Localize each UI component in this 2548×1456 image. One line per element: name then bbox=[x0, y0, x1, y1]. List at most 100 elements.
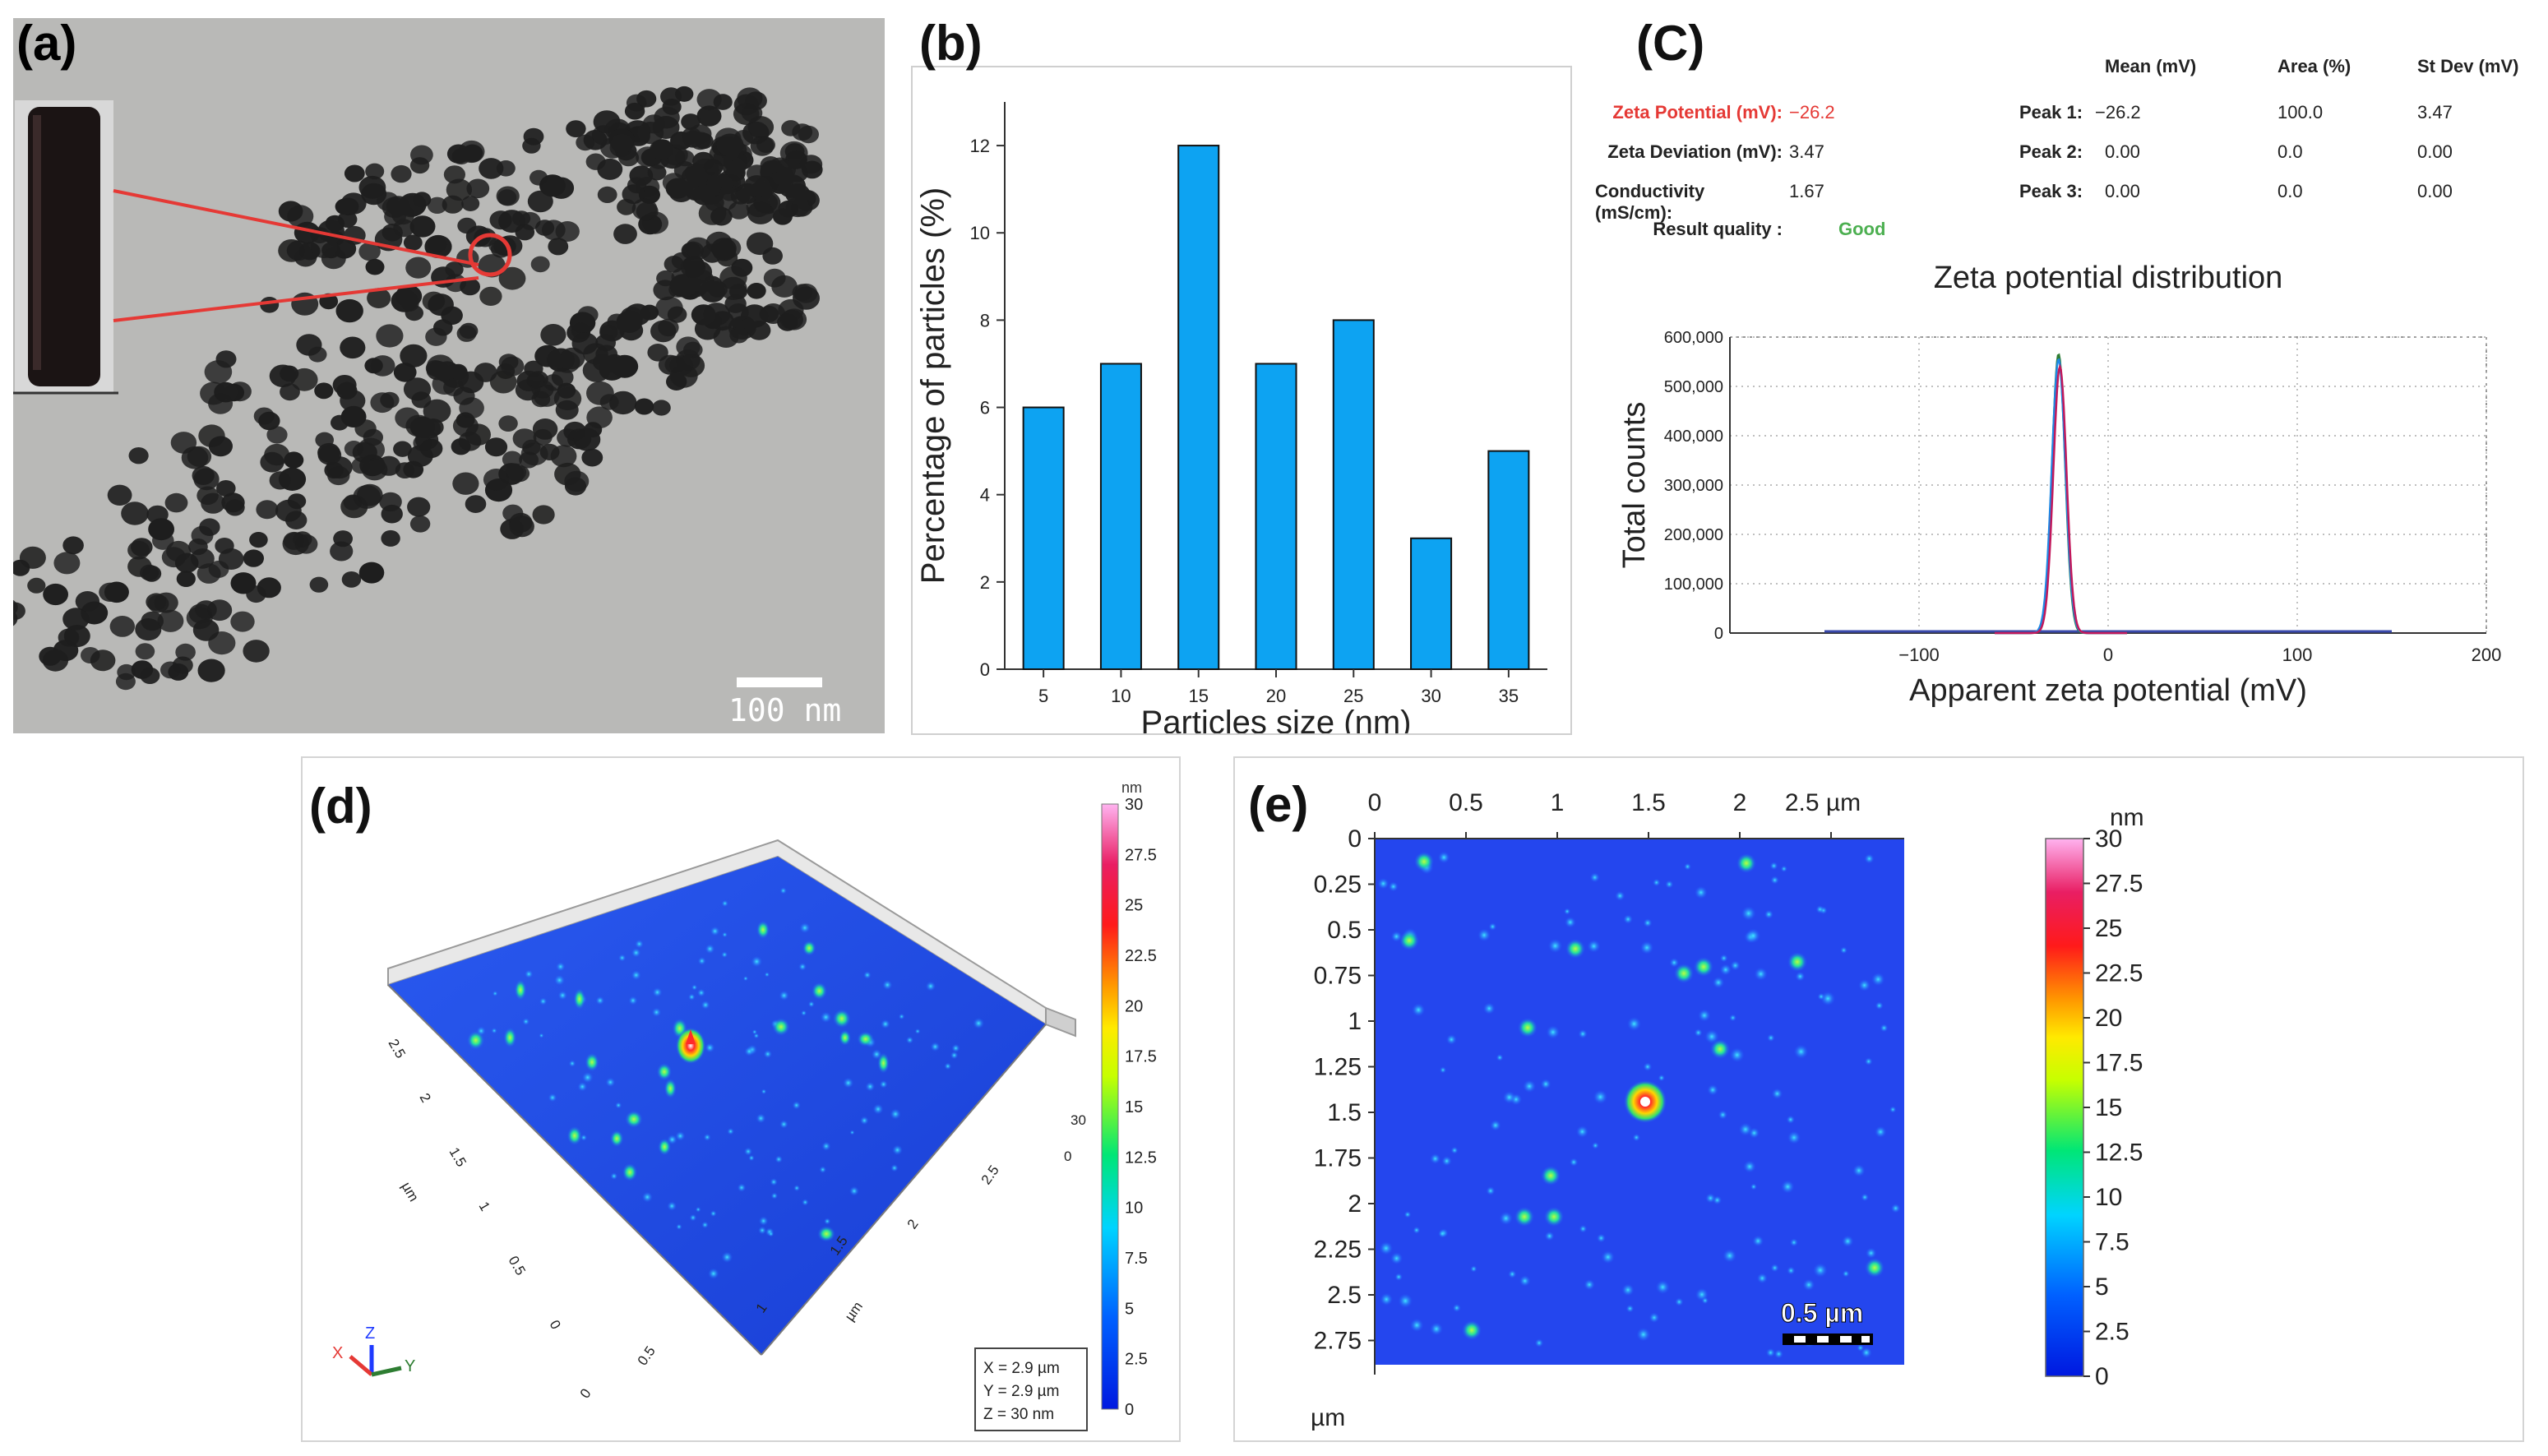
afm3d-particle bbox=[705, 1042, 715, 1053]
afm2d-particle bbox=[1578, 1029, 1588, 1039]
afm3d-peak bbox=[573, 988, 585, 1010]
tem-particle bbox=[535, 220, 555, 236]
tem-particle bbox=[128, 447, 149, 465]
c-y-tick-label: 300,000 bbox=[1664, 477, 1723, 495]
tem-particle bbox=[443, 378, 465, 396]
tem-particle bbox=[465, 423, 492, 446]
tem-particle bbox=[527, 190, 553, 213]
afm3d-particle bbox=[779, 990, 789, 1001]
afm2d-particle bbox=[1587, 939, 1601, 953]
b-y-tick-label: 0 bbox=[980, 659, 990, 680]
zeta-distribution-chart: Zeta potential distribution 0 100,000 200,0… bbox=[1617, 261, 2501, 708]
tem-particle bbox=[799, 155, 823, 174]
tem-particle bbox=[581, 448, 603, 467]
e-y-tick-label: 2.25 bbox=[1314, 1236, 1362, 1264]
afm3d-particle bbox=[721, 951, 728, 959]
tem-particle bbox=[667, 306, 687, 323]
afm3d-particle bbox=[758, 1226, 767, 1235]
tem-particle bbox=[104, 581, 129, 603]
afm2d-particle bbox=[1780, 865, 1787, 872]
tem-particle bbox=[466, 178, 490, 199]
tem-particle bbox=[759, 305, 779, 322]
afm3d-particle bbox=[914, 1028, 921, 1034]
b-bar-35 bbox=[1487, 450, 1530, 670]
e-y-tick-label: 0.25 bbox=[1314, 871, 1362, 899]
tem-particle bbox=[496, 186, 520, 206]
afm3d-particle bbox=[881, 1019, 890, 1029]
afm3d-particle bbox=[751, 955, 763, 968]
tem-particle bbox=[484, 437, 508, 457]
afm3d-particle bbox=[522, 1018, 530, 1026]
tem-particle bbox=[358, 562, 385, 584]
afm2d-particle bbox=[1592, 1142, 1599, 1149]
afm2d-peak bbox=[1736, 853, 1756, 873]
tem-particle bbox=[501, 356, 525, 377]
tem-particle bbox=[249, 532, 268, 548]
e-scale-bar-label: 0.5 µm bbox=[1781, 1298, 1863, 1328]
tem-particle bbox=[193, 468, 220, 491]
tem-particle bbox=[419, 438, 443, 459]
tem-particle bbox=[771, 275, 798, 298]
afm2d-particle bbox=[1499, 1211, 1513, 1226]
tem-particle bbox=[216, 480, 236, 497]
tem-particle bbox=[131, 538, 153, 557]
afm2d-particle bbox=[1750, 1183, 1757, 1190]
afm3d-particle bbox=[605, 1077, 616, 1088]
afm2d-particle bbox=[1412, 1003, 1426, 1017]
afm2d-peak bbox=[1565, 939, 1585, 959]
tem-particle bbox=[344, 164, 365, 183]
tem-particle bbox=[642, 114, 665, 134]
tem-particle bbox=[107, 484, 132, 506]
afm2d-particle bbox=[1398, 1293, 1413, 1309]
d-z-tick-0: 0 bbox=[1064, 1149, 1071, 1164]
e-colorbar-tick-label: 25 bbox=[2095, 915, 2122, 942]
tem-particle bbox=[747, 283, 766, 299]
afm2d-particle bbox=[1864, 853, 1875, 864]
tem-particle bbox=[668, 281, 687, 298]
afm2d-particle bbox=[1623, 914, 1633, 924]
afm3d-particle bbox=[764, 972, 770, 978]
tem-particle bbox=[278, 201, 303, 222]
tem-particle bbox=[456, 325, 477, 342]
afm3d-particle bbox=[925, 981, 936, 991]
tem-particle bbox=[146, 505, 169, 525]
afm3d-peak bbox=[772, 1018, 790, 1036]
afm2d-particle bbox=[1786, 1115, 1795, 1124]
afm3d-particle bbox=[872, 1103, 884, 1115]
tem-particle bbox=[391, 164, 412, 183]
afm3d-particle bbox=[641, 1191, 653, 1203]
afm2d-peak bbox=[1544, 1207, 1564, 1227]
e-x-tick-label: 1.5 bbox=[1631, 789, 1666, 816]
b-bar-15 bbox=[1177, 145, 1220, 671]
afm3d-particle bbox=[689, 1213, 697, 1222]
e-y-tick-label: 2 bbox=[1348, 1190, 1362, 1218]
afm2d-particle bbox=[1743, 1160, 1756, 1173]
e-colorbar-tick-label: 0 bbox=[2095, 1363, 2109, 1390]
b-x-label: Particles size (nm) bbox=[1141, 705, 1412, 733]
afm2d-particle bbox=[1508, 1269, 1517, 1278]
e-x-tick-label: 0 bbox=[1368, 789, 1382, 816]
afm2d-particle bbox=[1675, 1297, 1684, 1306]
tem-particle bbox=[335, 298, 363, 323]
e-y-tick-label: 0 bbox=[1348, 825, 1362, 853]
e-x-tick-label: 2 bbox=[1733, 789, 1747, 816]
tem-particle bbox=[43, 583, 68, 606]
tem-particle bbox=[666, 372, 687, 391]
afm2d-peak bbox=[1414, 852, 1434, 871]
e-colorbar-tick-label: 22.5 bbox=[2095, 960, 2143, 987]
e-colorbar-tick-label: 2.5 bbox=[2095, 1319, 2129, 1346]
tem-particle bbox=[680, 257, 706, 278]
afm2d-particle bbox=[1643, 1062, 1653, 1071]
afm3d-peak bbox=[802, 941, 816, 956]
tem-particle bbox=[498, 415, 518, 432]
tem-particle bbox=[532, 418, 558, 440]
afm3d-particle bbox=[610, 1172, 618, 1181]
afm3d-particle bbox=[898, 1013, 905, 1020]
afm2d-particle bbox=[1390, 931, 1403, 942]
peak-1-area: 100.0 bbox=[2277, 102, 2324, 122]
afm2d-particle bbox=[1842, 1269, 1850, 1278]
afm2d-particle bbox=[1684, 862, 1691, 871]
tem-particle bbox=[548, 177, 575, 199]
afm3d-particle bbox=[568, 1060, 576, 1067]
e-colorbar-tick-label: 7.5 bbox=[2095, 1229, 2129, 1256]
